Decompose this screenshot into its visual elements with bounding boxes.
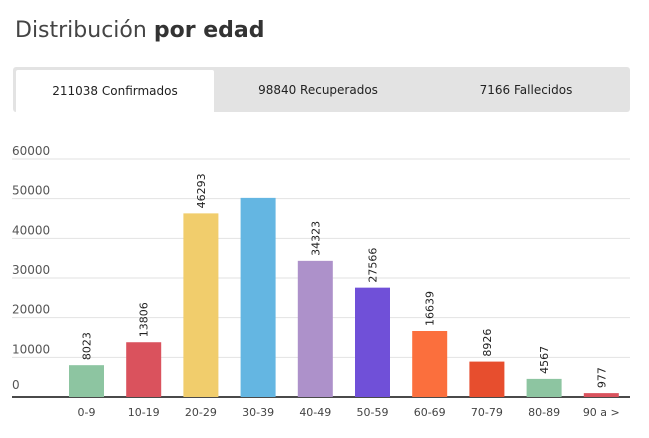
bar [412,330,448,397]
tab-bar: 211038 Confirmados 98840 Recuperados 716… [13,67,630,112]
chart-title: Distribución por edad [15,18,264,43]
x-tick-label: 10-19 [128,406,160,419]
x-tick-label: 20-29 [185,406,217,419]
bar [126,342,162,397]
tab-recuperados[interactable]: 98840 Recuperados [258,82,378,97]
x-tick-label: 90 a > [583,406,620,419]
data-label: 46293 [195,173,208,208]
y-tick-label: 0 [12,378,20,392]
bar [469,361,505,397]
data-label: 8023 [81,332,94,360]
x-tick-label: 30-39 [242,406,274,419]
title-light: Distribución [15,18,147,43]
bar [183,213,219,397]
data-label: 16639 [424,291,437,326]
bar [355,287,390,397]
y-tick-label: 50000 [12,184,50,198]
y-tick-label: 10000 [12,342,50,356]
bar [297,260,333,397]
bar [69,365,104,397]
x-tick-label: 40-49 [299,406,331,419]
data-label: 8926 [481,329,494,357]
x-tick-label: 80-89 [528,406,560,419]
y-tick-label: 30000 [12,263,50,277]
bar [526,378,562,397]
data-label: 977 [595,367,608,388]
bar [240,197,276,397]
tab-confirmados[interactable]: 211038 Confirmados [16,70,214,112]
bar [583,393,619,397]
y-tick-label: 40000 [12,223,50,237]
data-label: 34323 [309,221,322,256]
y-tick-label: 60000 [12,144,50,158]
data-label: 4567 [538,346,551,374]
data-label: 13806 [138,302,151,337]
data-label: 27566 [367,248,380,283]
y-tick-label: 20000 [12,303,50,317]
x-tick-label: 50-59 [357,406,389,419]
title-bold: por edad [153,18,265,43]
x-tick-label: 60-69 [414,406,446,419]
x-tick-label: 0-9 [78,406,96,419]
x-tick-label: 70-79 [471,406,503,419]
tab-fallecidos[interactable]: 7166 Fallecidos [479,82,573,97]
